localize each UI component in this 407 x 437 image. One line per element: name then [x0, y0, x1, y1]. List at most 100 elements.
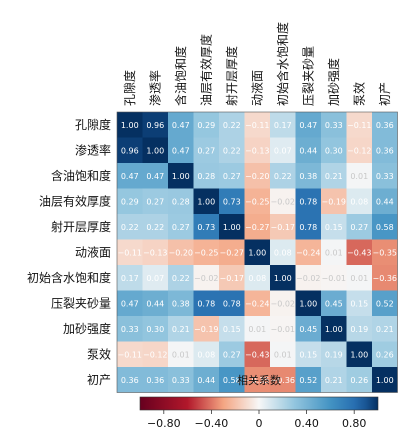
heatmap-cell	[142, 112, 168, 138]
heatmap-cell	[372, 112, 398, 138]
heatmap-cell	[244, 265, 270, 291]
colorbar-tick-label: −0.80	[147, 417, 181, 430]
heatmap-cell	[295, 239, 321, 265]
heatmap-cell	[346, 290, 372, 316]
heatmap-cell	[117, 188, 143, 214]
heatmap-cell	[193, 214, 219, 240]
heatmap-cell	[346, 137, 372, 163]
heatmap-cell	[142, 188, 168, 214]
heatmap-cell	[321, 214, 347, 240]
cell-value-label: 0.29	[197, 121, 215, 130]
column-label: 初始含水饱和度	[275, 22, 290, 106]
cell-value-label: 0.47	[172, 146, 190, 155]
heatmap-cell	[372, 265, 398, 291]
heatmap-cell	[142, 290, 168, 316]
cell-value-label: −0.43	[347, 248, 372, 257]
heatmap-cell	[321, 112, 347, 138]
heatmap-cell	[168, 316, 194, 342]
heatmap-cell	[244, 188, 270, 214]
cell-value-label: 0.27	[197, 146, 215, 155]
heatmap-cell	[193, 137, 219, 163]
heatmap-cell	[219, 316, 245, 342]
heatmap-cell	[117, 265, 143, 291]
heatmap-cell	[219, 265, 245, 291]
heatmap-cell	[219, 188, 245, 214]
colorbar-tick-label: 0.80	[342, 417, 367, 430]
row-label: 孔隙度	[75, 117, 111, 132]
cell-value-label: −0.36	[372, 274, 397, 283]
heatmap-cell	[270, 265, 296, 291]
cell-value-label: 0.78	[197, 299, 215, 308]
heatmap-cell	[346, 163, 372, 189]
heatmap-cell	[270, 188, 296, 214]
heatmap-cell	[142, 265, 168, 291]
cell-value-label: 0.44	[299, 146, 317, 155]
cell-value-label: −0.12	[347, 146, 372, 155]
heatmap-cell	[219, 214, 245, 240]
heatmap-cell	[193, 239, 219, 265]
heatmap-cell	[142, 341, 168, 367]
heatmap-cell	[219, 137, 245, 163]
cell-value-label: 0.22	[172, 274, 190, 283]
heatmap-cell	[270, 163, 296, 189]
column-labels: 孔隙度 渗透率 含油饱和度 油层有效厚度 射开层厚度 动液面 初始含水饱和度 压裂夹砂量 加砂强…	[122, 22, 392, 106]
cell-value-label: 1.00	[172, 172, 190, 181]
heatmap-cell	[117, 214, 143, 240]
heatmap-cell	[321, 265, 347, 291]
cell-value-label: −0.01	[321, 274, 346, 283]
cell-value-label: 0.73	[223, 197, 241, 206]
cell-value-label: 0.36	[121, 376, 139, 385]
cell-value-label: 0.28	[172, 197, 190, 206]
cell-value-label: 0.22	[223, 146, 241, 155]
cell-value-label: 0.78	[299, 223, 317, 232]
column-label: 射开层厚度	[224, 46, 239, 106]
row-labels: 孔隙度渗透率含油饱和度油层有效厚度射开层厚度动液面初始含水饱和度压裂夹砂量加砂强…	[27, 117, 111, 387]
heatmap-cell	[117, 341, 143, 367]
cell-value-label: 0.21	[325, 172, 343, 181]
cell-value-label: 1.00	[248, 248, 266, 257]
heatmap-cell	[168, 341, 194, 367]
cell-value-label: −0.02	[270, 299, 295, 308]
heatmap-cell	[270, 239, 296, 265]
cell-value-label: 0.36	[146, 376, 164, 385]
heatmap-cell	[219, 290, 245, 316]
cell-value-label: 0.44	[376, 197, 394, 206]
heatmap-cell	[168, 265, 194, 291]
row-label: 含油饱和度	[51, 168, 111, 183]
cell-value-label: −0.11	[347, 121, 372, 130]
cell-value-label: 1.00	[121, 121, 139, 130]
heatmap-cell	[372, 163, 398, 189]
heatmap-cell	[219, 239, 245, 265]
heatmap-cell	[346, 367, 372, 393]
heatmap-cell	[295, 341, 321, 367]
heatmap-cell	[168, 214, 194, 240]
heatmap-cell	[142, 163, 168, 189]
column-label: 压裂夹砂量	[301, 46, 315, 106]
heatmap-cell	[346, 112, 372, 138]
cell-value-label: 0.30	[325, 146, 343, 155]
column-label: 孔隙度	[122, 70, 137, 106]
cell-value-label: 0.07	[146, 274, 164, 283]
heatmap-cell	[372, 239, 398, 265]
cell-value-label: 1.00	[274, 274, 292, 283]
heatmap-cell	[321, 316, 347, 342]
cell-value-label: 0.33	[325, 121, 343, 130]
cell-value-label: −0.13	[143, 248, 168, 257]
heatmap-cell	[219, 341, 245, 367]
row-label: 动液面	[75, 244, 111, 259]
row-label: 初产	[87, 373, 111, 387]
colorbar-tick-label: 0.40	[294, 417, 319, 430]
cell-value-label: 0.38	[299, 172, 317, 181]
colorbar-tick-label: −0.40	[195, 417, 229, 430]
heatmap-cell	[193, 367, 219, 393]
cell-value-label: −0.01	[270, 325, 295, 334]
cell-value-label: −0.35	[245, 376, 270, 385]
heatmap-cell	[117, 316, 143, 342]
cell-value-label: −0.43	[245, 350, 270, 359]
colorbar: 相关系数 −0.80 −0.40 0 0.40 0.80	[139, 373, 379, 430]
column-label: 渗透率	[147, 70, 162, 106]
heatmap-cell	[270, 316, 296, 342]
cell-value-label: 0.73	[197, 223, 215, 232]
cell-value-label: 0.96	[146, 121, 164, 130]
